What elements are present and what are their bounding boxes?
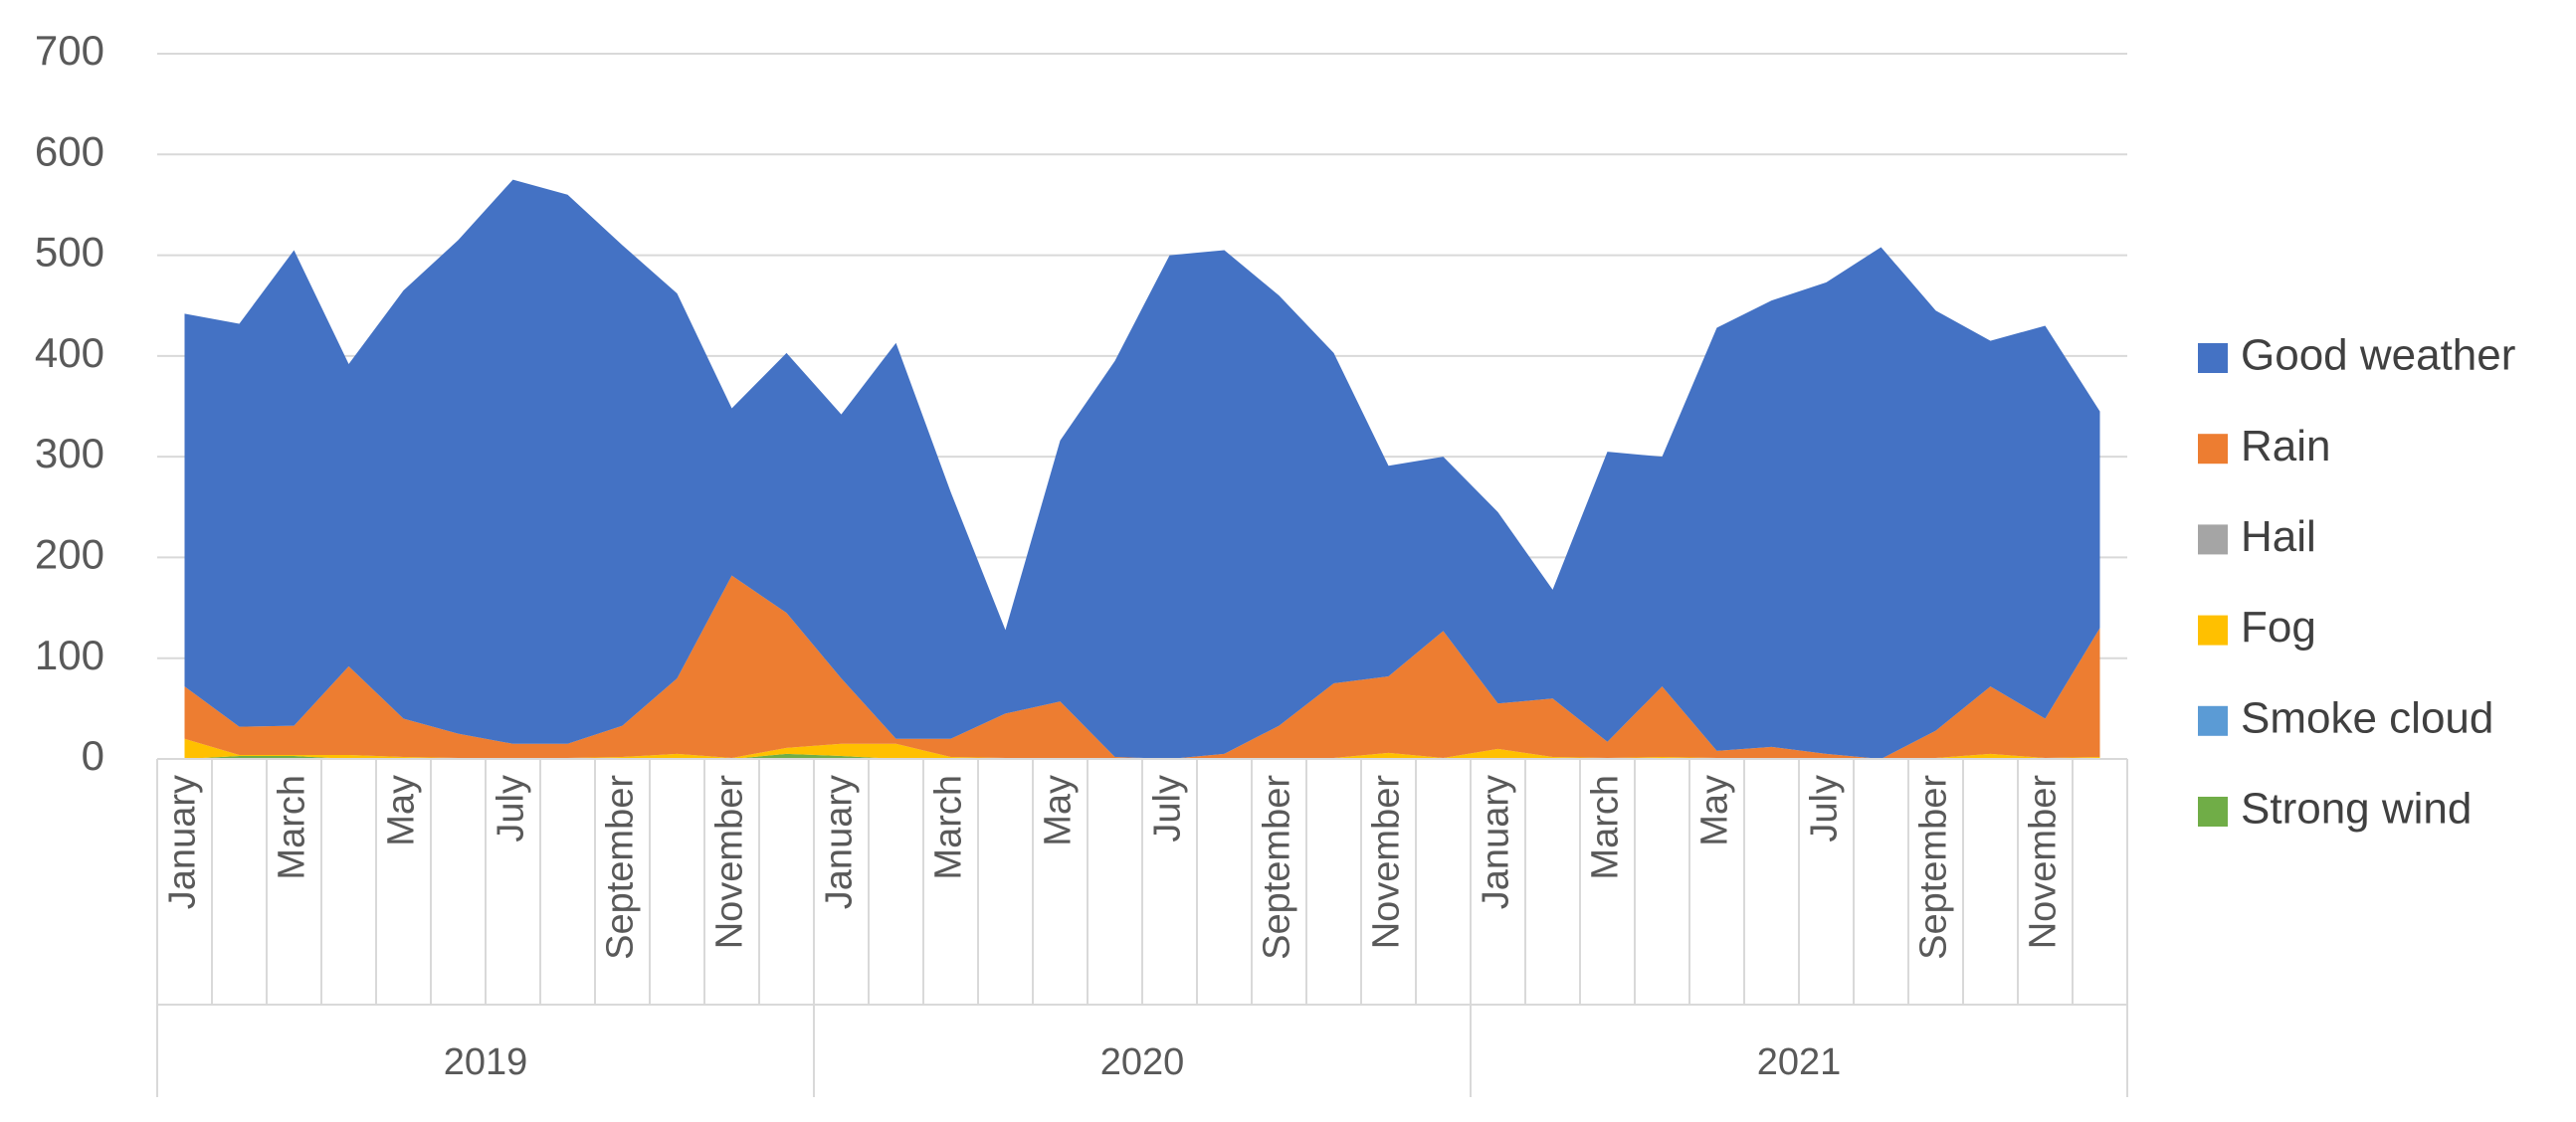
y-tick-label: 0: [82, 732, 104, 779]
area: [184, 575, 2100, 759]
x-tick-label: September: [1257, 775, 1298, 960]
x-tick-label: July: [491, 775, 532, 842]
legend-label: Strong wind: [2241, 785, 2472, 834]
x-tick-label: May: [1694, 775, 1736, 846]
x-tick-label: September: [1913, 775, 1955, 960]
y-tick-label: 500: [35, 229, 104, 276]
x-tick-label: March: [928, 775, 970, 880]
legend-swatch: [2198, 343, 2228, 373]
y-tick-label: 200: [35, 531, 104, 578]
legend-label: Good weather: [2241, 331, 2515, 380]
y-tick-label: 400: [35, 329, 104, 376]
y-tick-label: 600: [35, 127, 104, 174]
x-tick-label: January: [162, 775, 204, 909]
x-tick-label: January: [1476, 775, 1517, 909]
legend-label: Smoke cloud: [2241, 693, 2493, 742]
x-tick-label: July: [1147, 775, 1189, 842]
x-tick-label: January: [819, 775, 861, 909]
x-tick-label: November: [2023, 775, 2065, 950]
legend-swatch: [2198, 434, 2228, 465]
legend-swatch: [2198, 705, 2228, 736]
x-tick-label: May: [1038, 775, 1080, 846]
x-tick-label: March: [1585, 775, 1627, 880]
x-tick-label: July: [1804, 775, 1846, 842]
legend-label: Hail: [2241, 512, 2316, 561]
y-tick-label: 700: [35, 27, 104, 74]
legend-label: Rain: [2241, 422, 2331, 470]
legend-swatch: [2198, 615, 2228, 646]
x-tick-label: May: [381, 775, 423, 846]
y-tick-label: 300: [35, 430, 104, 476]
y-tick-label: 100: [35, 632, 104, 678]
area: [184, 738, 2100, 759]
legend-label: Fog: [2241, 603, 2316, 652]
x-tick-label: March: [272, 775, 313, 880]
legend-swatch: [2198, 797, 2228, 827]
group-label: 2020: [1100, 1041, 1185, 1083]
x-tick-label: November: [709, 775, 751, 950]
legend-swatch: [2198, 524, 2228, 555]
area: [184, 179, 2100, 759]
x-tick-label: September: [600, 775, 642, 960]
x-tick-label: November: [1366, 775, 1408, 950]
group-label: 2019: [444, 1041, 528, 1083]
group-label: 2021: [1757, 1041, 1842, 1083]
